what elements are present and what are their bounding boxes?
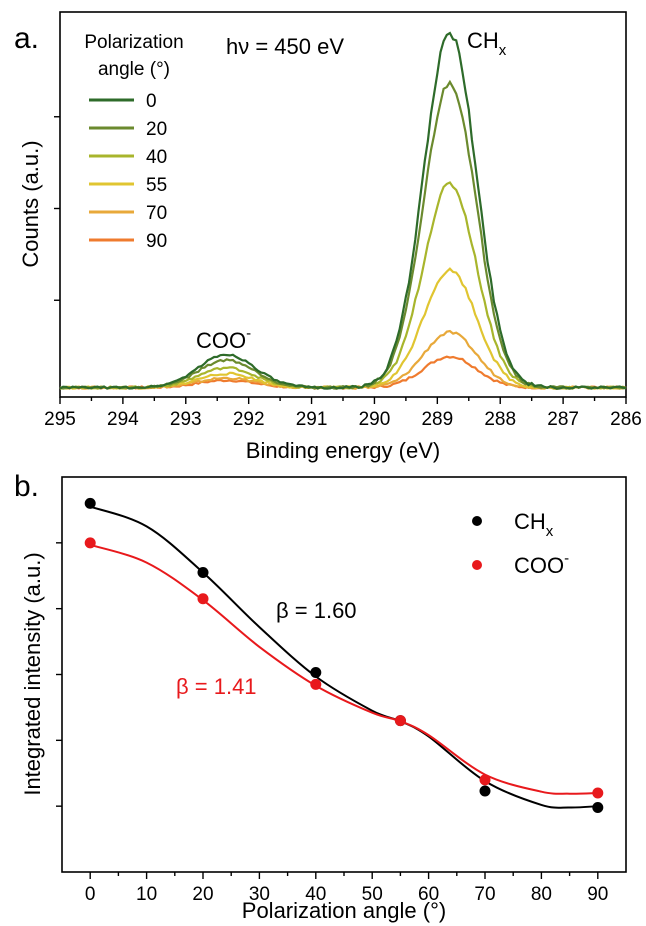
- panel-b-points: [84, 497, 604, 813]
- data-point-chx: [479, 785, 491, 797]
- panel-a-x-tick-label: 290: [359, 409, 391, 430]
- beta-chx-label: β = 1.60: [276, 598, 357, 623]
- legend-label-20: 20: [146, 119, 167, 140]
- panel-a-spectra: [59, 31, 627, 390]
- legend-items: 0 20 40 55 70 90: [89, 91, 167, 252]
- panel-a-x-tick-label: 291: [296, 409, 328, 430]
- data-point-coo: [310, 678, 322, 690]
- legend-label-70: 70: [146, 203, 167, 224]
- panel-a-x-tick-label: 287: [547, 409, 579, 430]
- panel-a-y-ticks: [54, 116, 60, 301]
- panel-b-y-ticks: [56, 542, 62, 807]
- data-point-coo: [197, 593, 209, 605]
- data-point-coo: [592, 787, 604, 799]
- legend-chx-main: CH: [514, 509, 546, 534]
- coo-peak-label: COO-: [196, 325, 251, 353]
- data-point-chx: [84, 497, 96, 509]
- legend-label-55: 55: [146, 175, 167, 196]
- spectrum-line-90: [59, 355, 627, 390]
- spectrum-line-70: [59, 329, 627, 390]
- chx-peak-label-sub: x: [499, 42, 507, 59]
- spectrum-line-55: [59, 267, 627, 390]
- panel-b-x-tick-label: 80: [531, 884, 552, 905]
- legend-coo-label: COO-: [514, 550, 569, 578]
- legend-coo-sup: -: [564, 550, 569, 567]
- spectrum-line-0: [59, 31, 627, 390]
- panel-b-x-tick-label: 60: [418, 884, 439, 905]
- panel-a-x-tick-label: 293: [170, 409, 202, 430]
- legend-chx-marker: [472, 516, 482, 526]
- beta-coo-label: β = 1.41: [176, 674, 257, 699]
- panel-b-y-axis-label: Integrated intensity (a.u.): [20, 552, 45, 795]
- panel-b-x-ticks: 0 10 20 30 40 50 60 70 80 90: [85, 872, 608, 905]
- panel-b-x-tick-label: 90: [587, 884, 608, 905]
- panel-a-x-tick-label: 294: [107, 409, 139, 430]
- panel-b-x-tick-label: 10: [136, 884, 157, 905]
- spectrum-line-40: [59, 181, 627, 390]
- panel-a-x-tick-label: 288: [484, 409, 516, 430]
- panel-a-x-tick-label: 295: [44, 409, 76, 430]
- panel-b-x-tick-label: 40: [305, 884, 326, 905]
- legend-coo-main: COO: [514, 553, 564, 578]
- panel-b-letter: b.: [14, 470, 39, 503]
- legend-chx-sub: x: [546, 523, 554, 540]
- panel-b-x-tick-label: 20: [192, 884, 213, 905]
- panel-b-legend: CHx COO-: [472, 509, 569, 578]
- chx-peak-label: CHx: [467, 28, 507, 59]
- legend-coo-marker: [472, 560, 482, 570]
- panel-a-x-ticks: 295 294 293 292 291 290 289 288 287 286: [44, 397, 642, 430]
- coo-peak-label-sup: -: [246, 325, 251, 342]
- data-point-coo: [479, 774, 491, 786]
- panel-b-frame: [61, 476, 627, 873]
- legend-label-90: 90: [146, 231, 167, 252]
- panel-a-letter: a.: [14, 22, 39, 55]
- panel-a-y-axis-label: Counts (a.u.): [18, 140, 43, 267]
- photon-energy-label: hν = 450 eV: [226, 34, 344, 59]
- legend-title-line1: Polarization: [84, 32, 183, 53]
- panel-a: a. 295 294 293 292 291 290 289 288 287 286 Polari…: [14, 11, 642, 463]
- chx-peak-label-main: CH: [467, 28, 499, 53]
- panel-b-x-tick-label: 50: [362, 884, 383, 905]
- panel-a-x-tick-label: 289: [421, 409, 453, 430]
- data-point-coo: [84, 537, 96, 549]
- legend-title-line2: angle (°): [98, 59, 170, 80]
- data-point-chx: [592, 801, 604, 813]
- coo-peak-label-main: COO: [196, 328, 246, 353]
- panel-b-fit-curves: [89, 505, 598, 809]
- panel-b-x-tick-label: 0: [85, 884, 96, 905]
- panel-a-legend: Polarization angle (°) 0 20 40 55 70 90: [84, 32, 183, 252]
- data-point-coo: [394, 715, 406, 727]
- panel-a-x-tick-label: 286: [610, 409, 642, 430]
- panel-b-x-tick-label: 70: [474, 884, 495, 905]
- panel-b-x-axis-label: Polarization angle (°): [242, 898, 446, 923]
- panel-a-x-axis-label: Binding energy (eV): [246, 438, 440, 463]
- panel-a-x-tick-label: 292: [233, 409, 265, 430]
- fit-curve-chx: [89, 505, 598, 809]
- legend-chx-label: CHx: [514, 509, 554, 540]
- legend-label-0: 0: [146, 91, 157, 112]
- data-point-chx: [310, 667, 322, 679]
- panel-b-x-tick-label: 30: [249, 884, 270, 905]
- fit-curve-coo: [89, 543, 598, 795]
- panel-b: b. 0 10 20 30 40 50 60 70 80 90 CHx COO- β = 1.60…: [14, 470, 627, 923]
- legend-label-40: 40: [146, 147, 167, 168]
- data-point-chx: [197, 566, 209, 578]
- spectrum-line-20: [59, 79, 627, 390]
